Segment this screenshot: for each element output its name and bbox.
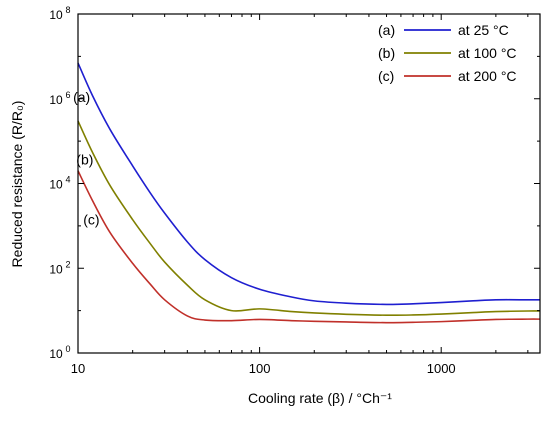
legend-tag: (c) bbox=[378, 68, 394, 84]
legend-label: at 200 °C bbox=[458, 68, 517, 84]
y-tick-label: 10 0 bbox=[49, 344, 70, 361]
legend-item: (a) at 25 °C bbox=[378, 22, 509, 38]
x-tick-label: 1000 bbox=[427, 361, 456, 376]
y-tick-base: 10 bbox=[49, 262, 63, 276]
x-axis-title: Cooling rate (β) / °Ch⁻¹ bbox=[248, 390, 392, 406]
series-layer bbox=[77, 62, 541, 324]
y-tick-exponent: 4 bbox=[65, 175, 70, 185]
y-tick-exponent: 6 bbox=[65, 90, 70, 100]
series-line-2 bbox=[77, 120, 541, 317]
y-tick-label: 10 2 bbox=[49, 259, 70, 276]
y-tick-label: 10 8 bbox=[49, 5, 70, 22]
legend-label: at 25 °C bbox=[458, 22, 509, 38]
series-line-3 bbox=[77, 170, 541, 324]
x-tick-label: 100 bbox=[249, 361, 271, 376]
series-line-1 bbox=[77, 62, 540, 306]
x-tick-label: 10 bbox=[71, 361, 85, 376]
y-tick-base: 10 bbox=[49, 8, 63, 22]
legend-item: (c) at 200 °C bbox=[378, 68, 517, 84]
y-tick-exponent: 8 bbox=[65, 5, 70, 15]
legend: (a) at 25 °C (b) at 100 °C (c) at 200 °C bbox=[378, 22, 517, 84]
y-tick-label: 10 6 bbox=[49, 90, 70, 107]
legend-label: at 100 °C bbox=[458, 45, 517, 61]
legend-tag: (a) bbox=[378, 22, 395, 38]
y-tick-exponent: 0 bbox=[65, 344, 70, 354]
y-axis-title: Reduced resistance (R/R₀) bbox=[9, 101, 25, 268]
y-tick-base: 10 bbox=[49, 93, 63, 107]
y-tick-base: 10 bbox=[49, 178, 63, 192]
y-tick-base: 10 bbox=[49, 347, 63, 361]
legend-item: (b) at 100 °C bbox=[378, 45, 517, 61]
curve-label-3: (c) bbox=[83, 211, 99, 227]
legend-tag: (b) bbox=[378, 45, 395, 61]
curve-label-1: (a) bbox=[73, 89, 90, 105]
curve-label-layer: (a) (b) (c) bbox=[73, 89, 99, 228]
y-tick-exponent: 2 bbox=[65, 259, 70, 269]
y-tick-label: 10 4 bbox=[49, 175, 70, 192]
curve-label-2: (b) bbox=[76, 152, 93, 168]
